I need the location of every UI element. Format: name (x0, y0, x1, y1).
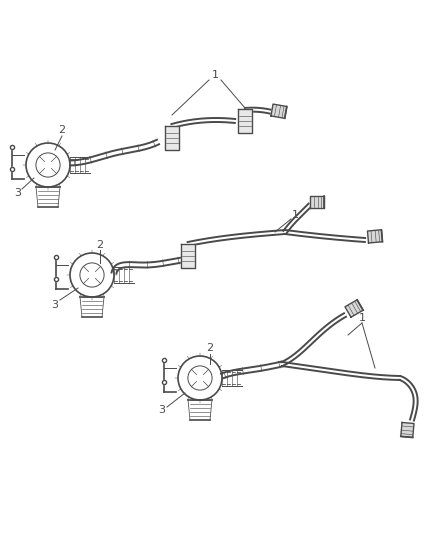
Polygon shape (345, 300, 363, 317)
Text: 3: 3 (52, 300, 59, 310)
Text: 3: 3 (159, 405, 166, 415)
Polygon shape (367, 230, 382, 243)
Text: 2: 2 (96, 240, 103, 250)
Text: 3: 3 (14, 188, 21, 198)
Text: 1: 1 (358, 313, 365, 323)
Text: 1: 1 (212, 70, 219, 80)
Polygon shape (271, 104, 287, 118)
Polygon shape (165, 126, 179, 150)
Text: 2: 2 (206, 343, 214, 353)
Text: 2: 2 (58, 125, 66, 135)
Polygon shape (401, 423, 414, 438)
Text: 1: 1 (292, 210, 299, 220)
Polygon shape (238, 109, 252, 133)
Polygon shape (181, 244, 195, 268)
Polygon shape (310, 196, 324, 208)
